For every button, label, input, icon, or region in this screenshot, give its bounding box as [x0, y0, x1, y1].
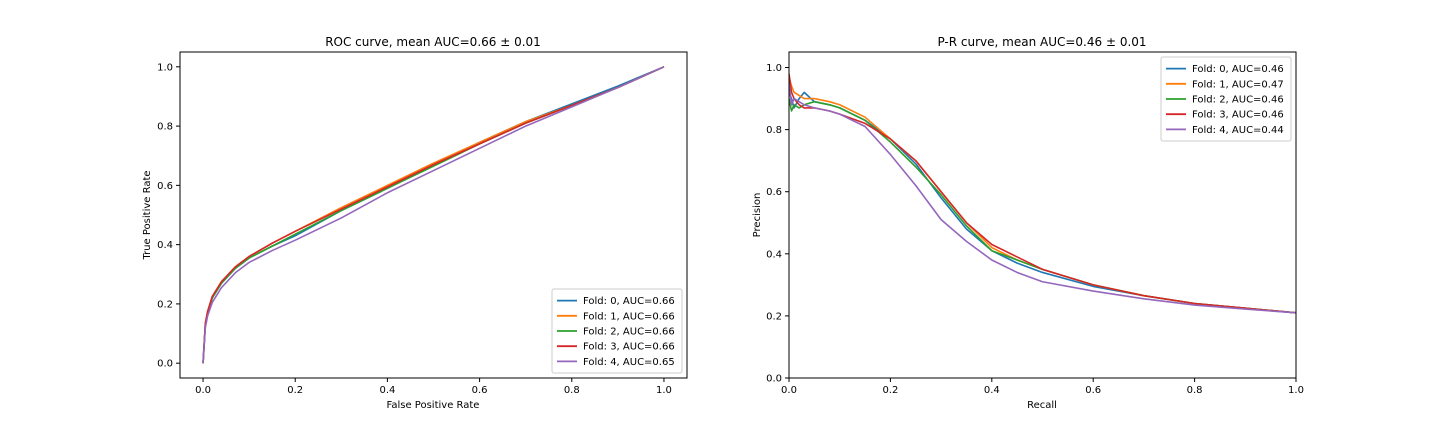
roc-series-line-fold-4 — [202, 66, 665, 364]
roc-y-tick-label: 0.4 — [157, 240, 173, 251]
pr-legend: Fold: 0, AUC=0.46 Fold: 1, AUC=0.47 Fold: … — [1160, 56, 1292, 142]
roc-y-tick-label: 1.0 — [157, 62, 173, 73]
pr-x-axis-label: Recall — [1027, 400, 1057, 411]
pr-series — [789, 73, 1296, 314]
roc-x-tick-label: 1.0 — [656, 385, 672, 396]
pr-x-tick-label: 0.8 — [1187, 385, 1203, 396]
roc-plot-frame — [179, 51, 688, 379]
pr-legend-label: Fold: 3, AUC=0.46 — [1192, 110, 1284, 121]
pr-y-tick-label: 0.8 — [766, 125, 782, 136]
pr-legend-label: Fold: 1, AUC=0.47 — [1192, 79, 1284, 90]
roc-y-axis-label: True Positive Rate — [142, 170, 153, 260]
pr-y-axis-label: Precision — [752, 193, 763, 238]
pr-ticks: 0.0 0.2 0.4 0.6 0.8 1.0 0.0 0.2 0.4 0.6 0.8 1.0 — [766, 63, 1304, 396]
pr-x-tick-label: 1.0 — [1288, 385, 1304, 396]
pr-legend-label: Fold: 4, AUC=0.44 — [1192, 125, 1284, 136]
roc-y-tick-label: 0.0 — [157, 359, 173, 370]
roc-x-tick-label: 0.8 — [564, 385, 580, 396]
pr-legend-label: Fold: 0, AUC=0.46 — [1192, 64, 1284, 75]
pr-y-tick-label: 0.0 — [766, 374, 782, 385]
roc-y-tick-label: 0.8 — [157, 122, 173, 133]
pr-plot-frame — [788, 51, 1297, 379]
roc-legend: Fold: 0, AUC=0.66 Fold: 1, AUC=0.66 Fold: … — [551, 288, 683, 374]
roc-chart: ROC curve, mean AUC=0.66 ± 0.01 False Po… — [142, 35, 688, 411]
roc-title: ROC curve, mean AUC=0.66 ± 0.01 — [325, 35, 541, 49]
pr-legend-box — [1160, 56, 1292, 142]
roc-ticks: 0.0 0.2 0.4 0.6 0.8 1.0 0.0 0.2 0.4 0.6 0.8 1.0 — [157, 62, 672, 396]
pr-y-tick-label: 1.0 — [766, 63, 782, 74]
pr-y-tick-label: 0.6 — [766, 187, 782, 198]
roc-legend-label: Fold: 4, AUC=0.65 — [583, 357, 675, 368]
pr-x-tick-label: 0.6 — [1085, 385, 1101, 396]
roc-x-tick-label: 0.6 — [472, 385, 488, 396]
roc-series — [202, 66, 665, 364]
pr-y-tick-label: 0.2 — [766, 311, 782, 322]
roc-x-tick-label: 0.2 — [287, 385, 303, 396]
roc-y-tick-label: 0.6 — [157, 181, 173, 192]
pr-x-tick-label: 0.2 — [882, 385, 898, 396]
roc-x-tick-label: 0.0 — [195, 385, 211, 396]
pr-y-tick-label: 0.4 — [766, 249, 782, 260]
roc-legend-label: Fold: 1, AUC=0.66 — [583, 311, 675, 322]
pr-title: P-R curve, mean AUC=0.46 ± 0.01 — [937, 35, 1146, 49]
roc-legend-label: Fold: 3, AUC=0.66 — [583, 342, 675, 353]
pr-series-line-fold-4 — [789, 82, 1296, 314]
pr-x-tick-label: 0.4 — [984, 385, 1000, 396]
pr-series-line-fold-3 — [789, 73, 1296, 314]
roc-legend-box — [551, 288, 683, 374]
roc-series-line-fold-3 — [202, 66, 665, 364]
roc-x-axis-label: False Positive Rate — [387, 400, 480, 411]
roc-legend-label: Fold: 2, AUC=0.66 — [583, 327, 675, 338]
roc-legend-label: Fold: 0, AUC=0.66 — [583, 296, 675, 307]
pr-chart: P-R curve, mean AUC=0.46 ± 0.01 Recall P… — [752, 35, 1304, 411]
pr-x-tick-label: 0.0 — [781, 385, 797, 396]
roc-x-tick-label: 0.4 — [379, 385, 395, 396]
roc-y-tick-label: 0.2 — [157, 299, 173, 310]
pr-legend-label: Fold: 2, AUC=0.46 — [1192, 95, 1284, 106]
